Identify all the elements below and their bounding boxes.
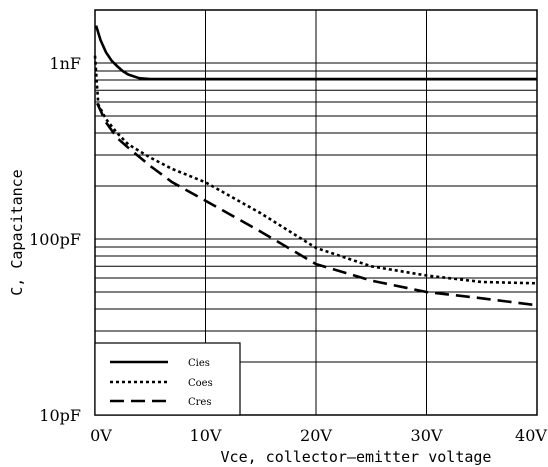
x-tick-label: 10V <box>190 426 222 445</box>
x-tick-labels: 0V 10V 20V 30V 40V <box>90 426 547 445</box>
x-tick-label: 0V <box>90 426 112 445</box>
x-axis-title: Vce, collector—emitter voltage <box>221 448 492 466</box>
x-tick-label: 40V <box>515 426 547 445</box>
legend: Cies Coes Cres <box>94 342 241 416</box>
y-tick-labels: 10pF 100pF 1nF <box>29 54 81 425</box>
legend-label-coes: Coes <box>188 378 213 389</box>
series-line-coes <box>93 55 538 285</box>
series-line-cies <box>94 25 537 81</box>
y-tick-label: 100pF <box>29 230 81 249</box>
plot-frame <box>94 9 538 416</box>
x-tick-label: 30V <box>411 426 443 445</box>
y-tick-label: 10pF <box>39 406 81 425</box>
legend-label-cies: Cies <box>188 358 210 369</box>
legend-label-cres: Cres <box>188 397 211 408</box>
legend-box <box>94 342 241 416</box>
series-layer <box>93 25 538 307</box>
x-tick-label: 20V <box>300 426 332 445</box>
y-tick-label: 1nF <box>49 54 81 73</box>
y-axis-title: C, Capacitance <box>8 169 26 295</box>
series-line-cres <box>96 102 538 307</box>
